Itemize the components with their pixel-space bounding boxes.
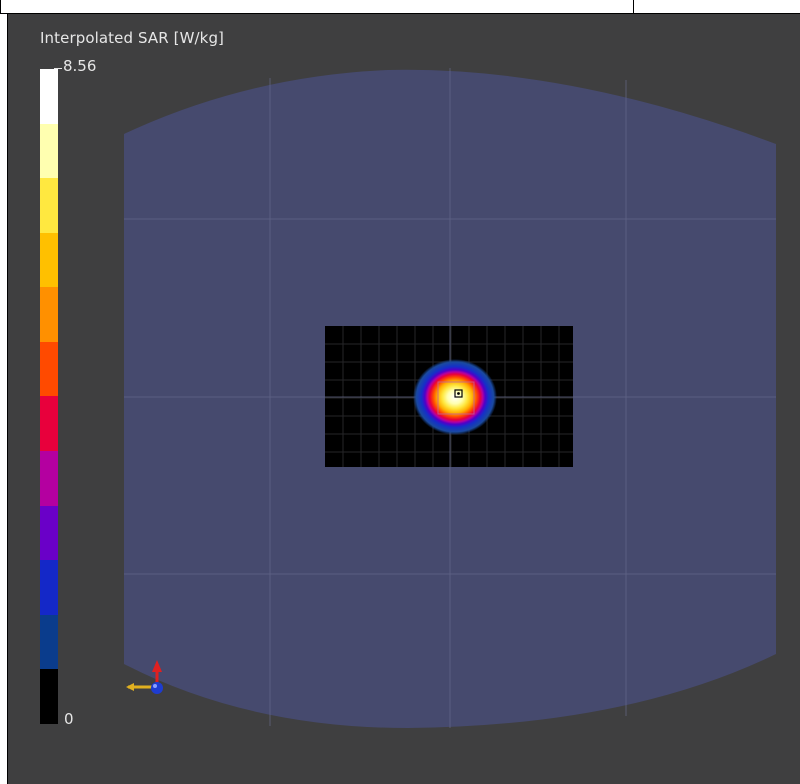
colorbar-segment: [40, 451, 58, 506]
zoom-scan-box: [437, 381, 475, 415]
colorbar-segment: [40, 669, 58, 724]
peak-marker-icon: [454, 389, 463, 398]
colorbar-segment: [40, 69, 58, 124]
colorbar-segment: [40, 178, 58, 233]
sar-3d-viewport[interactable]: Interpolated SAR [W/kg] 8.56 0: [8, 14, 800, 784]
colorbar-max-tick: [54, 68, 62, 69]
colorbar-segment: [40, 232, 58, 288]
colorbar-segment: [40, 560, 58, 615]
colorbar-segment: [40, 396, 58, 452]
colorbar-max-label: 8.56: [63, 57, 97, 75]
colorbar-segment: [40, 287, 58, 342]
sar-colorbar: [40, 69, 58, 724]
viewport-border: [7, 14, 8, 784]
colorbar-segment: [40, 341, 58, 397]
colorbar-segment: [40, 614, 58, 670]
phantom-scene: [124, 68, 776, 729]
table-cell: [0, 0, 634, 14]
colorbar-segment: [40, 123, 58, 179]
colorbar-min-label: 0: [64, 710, 74, 728]
colorbar-title: Interpolated SAR [W/kg]: [40, 29, 225, 47]
axis-triad-icon[interactable]: [126, 660, 163, 694]
colorbar-segment: [40, 505, 58, 561]
document-table-frame: [0, 0, 800, 14]
